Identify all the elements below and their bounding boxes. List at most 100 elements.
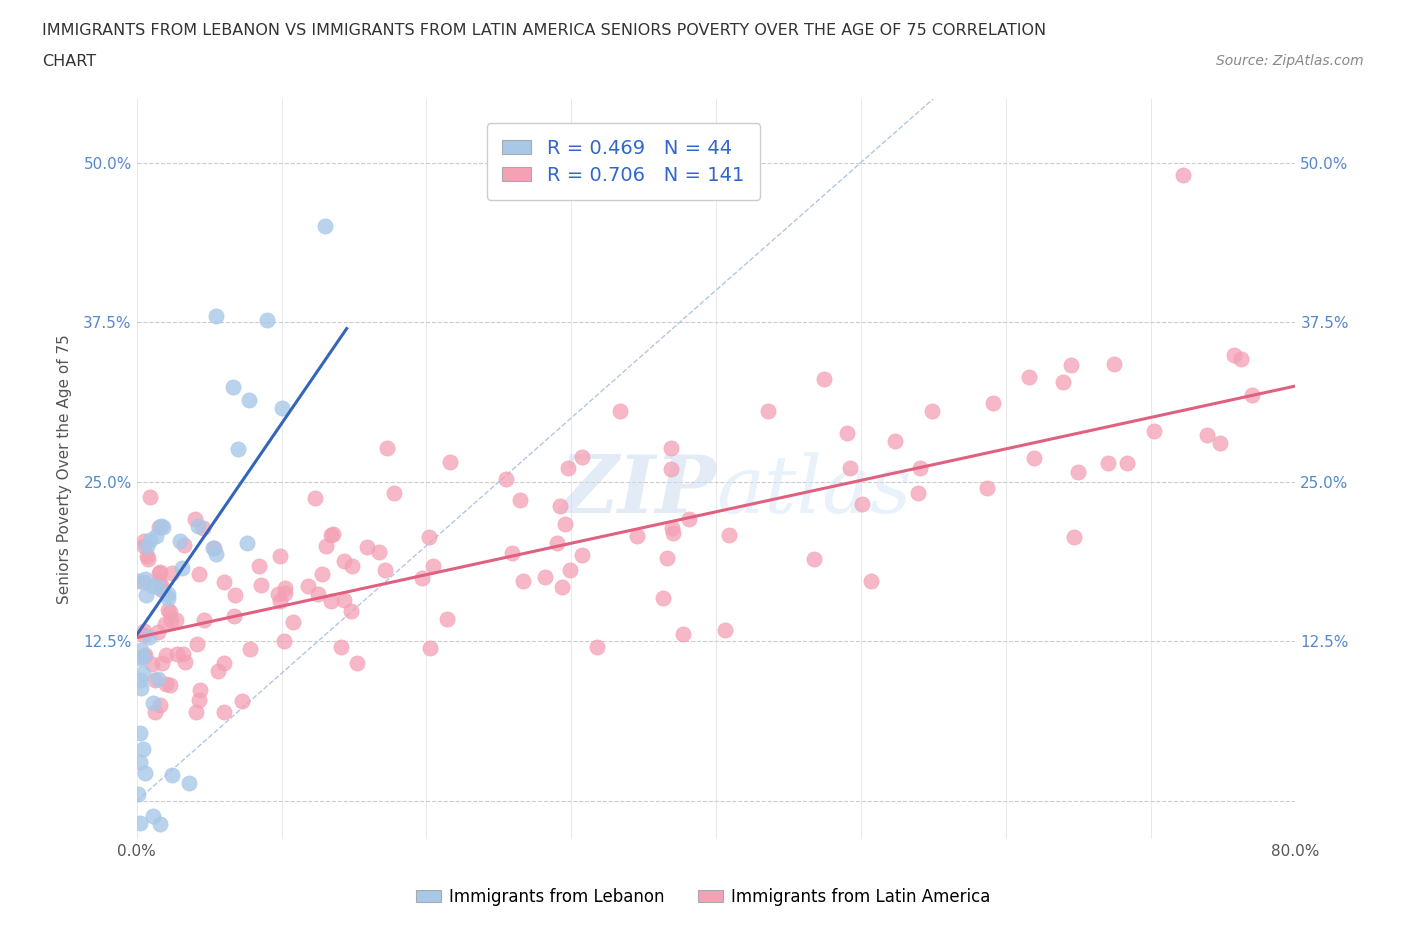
- Point: [661, 462, 683, 477]
- Point: [153, 617, 176, 631]
- Point: [921, 404, 943, 418]
- Point: [156, 587, 179, 602]
- Point: [132, 538, 155, 553]
- Point: [131, 742, 153, 757]
- Point: [201, 540, 224, 555]
- Point: [274, 580, 297, 595]
- Point: [148, 565, 170, 580]
- Point: [157, 591, 180, 605]
- Point: [222, 379, 245, 394]
- Point: [143, 704, 166, 719]
- Point: [135, 588, 157, 603]
- Point: [132, 650, 155, 665]
- Point: [626, 529, 648, 544]
- Point: [557, 460, 579, 475]
- Point: [1208, 435, 1230, 450]
- Point: [859, 574, 882, 589]
- Legend: R = 0.469   N = 44, R = 0.706   N = 141: R = 0.469 N = 44, R = 0.706 N = 141: [486, 124, 761, 200]
- Point: [571, 450, 593, 465]
- Point: [156, 603, 179, 618]
- Point: [439, 455, 461, 470]
- Point: [330, 639, 353, 654]
- Point: [908, 460, 931, 475]
- Point: [813, 371, 835, 386]
- Point: [273, 634, 295, 649]
- Point: [651, 591, 673, 605]
- Point: [146, 671, 169, 686]
- Point: [236, 536, 259, 551]
- Point: [170, 561, 193, 576]
- Point: [659, 441, 682, 456]
- Point: [127, 787, 149, 802]
- Point: [207, 664, 229, 679]
- Text: IMMIGRANTS FROM LEBANON VS IMMIGRANTS FROM LATIN AMERICA SENIORS POVERTY OVER TH: IMMIGRANTS FROM LEBANON VS IMMIGRANTS FR…: [42, 23, 1046, 38]
- Point: [149, 578, 172, 592]
- Point: [713, 622, 735, 637]
- Text: Source: ZipAtlas.com: Source: ZipAtlas.com: [1216, 54, 1364, 68]
- Point: [1240, 388, 1263, 403]
- Point: [187, 566, 209, 581]
- Point: [132, 627, 155, 642]
- Point: [231, 694, 253, 709]
- Point: [238, 392, 260, 407]
- Point: [129, 681, 152, 696]
- Point: [129, 642, 152, 657]
- Point: [145, 528, 167, 543]
- Point: [340, 604, 363, 618]
- Point: [135, 549, 157, 564]
- Point: [346, 656, 368, 671]
- Point: [131, 666, 153, 681]
- Point: [141, 657, 163, 671]
- Point: [184, 512, 207, 526]
- Point: [436, 612, 458, 627]
- Point: [382, 485, 405, 500]
- Point: [162, 565, 184, 580]
- Point: [128, 816, 150, 830]
- Point: [224, 587, 246, 602]
- Point: [609, 404, 631, 418]
- Point: [314, 219, 336, 233]
- Point: [139, 490, 162, 505]
- Point: [193, 613, 215, 628]
- Point: [150, 656, 173, 671]
- Point: [501, 545, 523, 560]
- Point: [307, 587, 329, 602]
- Point: [148, 573, 170, 588]
- Point: [586, 639, 609, 654]
- Point: [661, 520, 683, 535]
- Point: [172, 646, 194, 661]
- Point: [155, 647, 177, 662]
- Point: [159, 613, 181, 628]
- Point: [174, 655, 197, 670]
- Point: [297, 578, 319, 593]
- Point: [142, 578, 165, 593]
- Point: [247, 559, 270, 574]
- Point: [839, 460, 862, 475]
- Point: [270, 400, 292, 415]
- Point: [239, 642, 262, 657]
- Point: [169, 533, 191, 548]
- Point: [756, 404, 779, 418]
- Point: [332, 592, 354, 607]
- Point: [571, 547, 593, 562]
- Point: [256, 312, 278, 327]
- Point: [311, 566, 333, 581]
- Point: [304, 490, 326, 505]
- Point: [129, 726, 152, 741]
- Point: [1097, 456, 1119, 471]
- Point: [319, 594, 342, 609]
- Point: [150, 518, 173, 533]
- Point: [186, 636, 208, 651]
- Point: [340, 558, 363, 573]
- Text: ZIP: ZIP: [560, 453, 716, 530]
- Point: [1197, 428, 1219, 443]
- Point: [884, 433, 907, 448]
- Point: [333, 553, 356, 568]
- Point: [173, 538, 195, 552]
- Point: [1067, 464, 1090, 479]
- Point: [141, 808, 163, 823]
- Point: [907, 485, 929, 500]
- Point: [132, 624, 155, 639]
- Point: [148, 519, 170, 534]
- Point: [134, 572, 156, 587]
